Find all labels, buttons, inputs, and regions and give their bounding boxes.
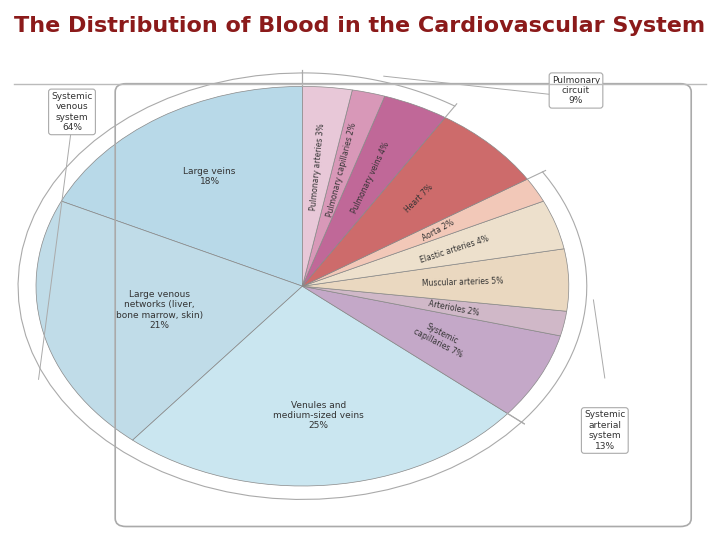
Wedge shape xyxy=(302,286,567,336)
Text: Arterioles 2%: Arterioles 2% xyxy=(428,299,480,317)
Wedge shape xyxy=(302,118,527,286)
Text: Muscular arteries 5%: Muscular arteries 5% xyxy=(421,276,503,288)
Text: Pulmonary veins 4%: Pulmonary veins 4% xyxy=(350,140,391,215)
Wedge shape xyxy=(302,286,560,414)
Text: Systemic
capillaries 7%: Systemic capillaries 7% xyxy=(412,318,469,360)
Text: Large veins
18%: Large veins 18% xyxy=(184,167,236,186)
Wedge shape xyxy=(302,86,352,286)
Text: The Distribution of Blood in the Cardiovascular System: The Distribution of Blood in the Cardiov… xyxy=(14,16,706,36)
Text: Systemic
venous
system
64%: Systemic venous system 64% xyxy=(51,92,93,132)
Wedge shape xyxy=(302,96,445,286)
Wedge shape xyxy=(61,86,302,286)
Text: Pulmonary arteries 3%: Pulmonary arteries 3% xyxy=(309,123,326,211)
Wedge shape xyxy=(302,249,569,311)
Text: Systemic
arterial
system
13%: Systemic arterial system 13% xyxy=(584,410,626,450)
Text: Pulmonary capillaries 2%: Pulmonary capillaries 2% xyxy=(325,122,359,218)
Wedge shape xyxy=(132,286,508,486)
Text: Aorta 2%: Aorta 2% xyxy=(420,218,455,243)
Wedge shape xyxy=(302,179,544,286)
Text: Pulmonary
circuit
9%: Pulmonary circuit 9% xyxy=(552,76,600,105)
Wedge shape xyxy=(302,90,384,286)
Wedge shape xyxy=(302,201,564,286)
Wedge shape xyxy=(36,201,302,440)
Text: Heart 7%: Heart 7% xyxy=(403,183,435,214)
Text: Venules and
medium-sized veins
25%: Venules and medium-sized veins 25% xyxy=(274,401,364,430)
Text: Large venous
networks (liver,
bone marrow, skin)
21%: Large venous networks (liver, bone marro… xyxy=(116,290,203,330)
Text: Elastic arteries 4%: Elastic arteries 4% xyxy=(419,234,490,265)
